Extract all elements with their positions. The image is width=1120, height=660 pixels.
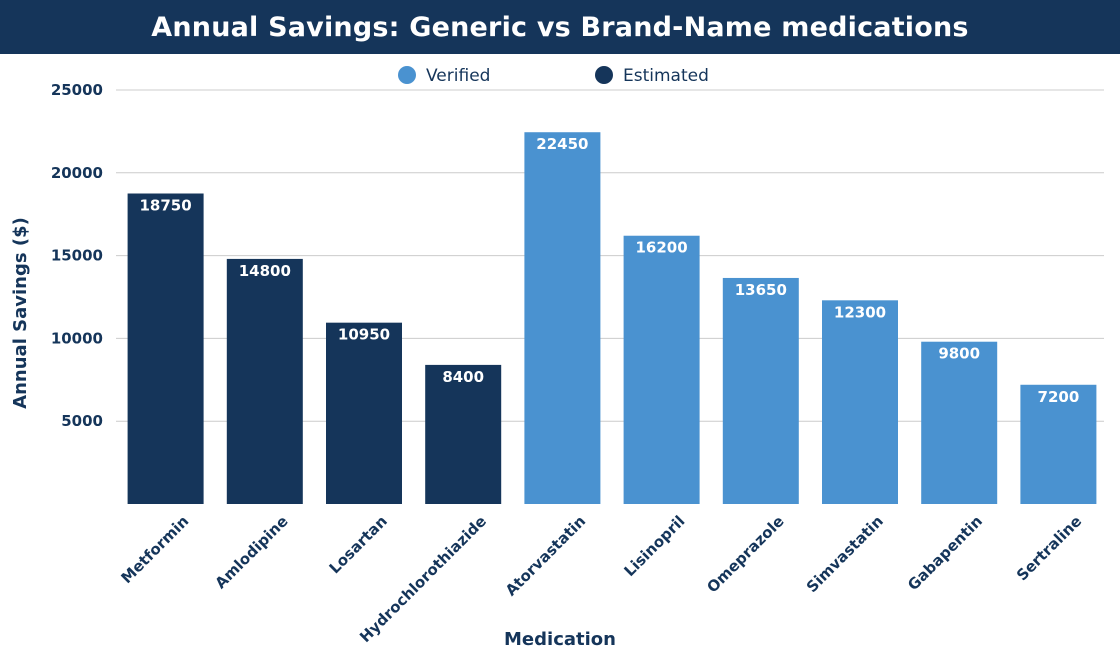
data-label: 13650 <box>735 281 787 299</box>
y-tick-label: 5000 <box>61 412 103 430</box>
y-tick-label: 10000 <box>51 329 103 347</box>
data-label: 22450 <box>536 135 588 153</box>
legend-swatch <box>398 66 416 84</box>
x-tick-label: Amlodipine <box>212 512 292 592</box>
bar <box>226 258 303 504</box>
x-tick-label: Gabapentin <box>904 512 986 594</box>
bar <box>921 341 998 504</box>
data-label: 9800 <box>938 345 980 363</box>
chart-title: Annual Savings: Generic vs Brand-Name me… <box>0 0 1120 54</box>
bar <box>425 364 502 504</box>
y-tick-label: 15000 <box>51 247 103 265</box>
data-label: 8400 <box>442 368 484 386</box>
x-tick-label: Atorvastatin <box>502 512 589 599</box>
bar <box>326 322 402 504</box>
x-tick-label: Simvastatin <box>803 512 887 596</box>
y-tick-label: 25000 <box>51 81 103 99</box>
data-label: 18750 <box>140 197 192 215</box>
data-label: 10950 <box>338 326 390 344</box>
x-tick-label: Losartan <box>326 512 391 577</box>
x-tick-label: Lisinopril <box>620 512 688 580</box>
legend: Verified Estimated <box>398 66 709 86</box>
x-tick-label: Omeprazole <box>703 512 787 596</box>
bars: 18750 Metformin 14800 Amlodipine 10950 Losart… <box>118 132 1097 646</box>
legend-swatch <box>595 66 613 84</box>
bar <box>722 277 799 504</box>
bar <box>1020 384 1097 504</box>
x-tick-label: Sertraline <box>1013 512 1085 584</box>
bar <box>822 300 898 504</box>
legend-label: Verified <box>426 66 490 86</box>
data-label: 7200 <box>1038 388 1080 406</box>
x-tick-label: Metformin <box>118 512 193 587</box>
data-label: 12300 <box>834 303 886 321</box>
gridlines: 5000 10000 15000 20000 25000 <box>51 81 1104 430</box>
legend-label: Estimated <box>623 66 709 86</box>
bar <box>524 132 601 504</box>
x-axis-title: Medication <box>504 629 616 650</box>
data-label: 16200 <box>636 239 688 257</box>
y-tick-label: 20000 <box>51 164 103 182</box>
data-label: 14800 <box>239 262 291 280</box>
bar <box>127 193 204 504</box>
bar <box>623 235 700 504</box>
y-axis-title: Annual Savings ($) <box>10 217 31 409</box>
